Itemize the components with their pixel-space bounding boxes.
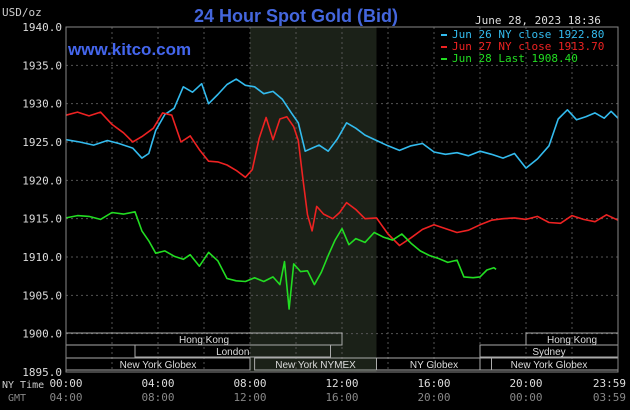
session-label: New York NYMEX [275,360,356,371]
y-tick-label: 1935.0 [22,59,62,72]
session-bar [134,344,331,358]
website-label: www.kitco.com [67,40,191,59]
series-lines [65,78,619,310]
y-tick-label: 1900.0 [22,328,62,341]
session-label: New York Globex [120,360,197,371]
x-tick-label-ny: 00:00 [49,377,82,390]
plot-frame [65,26,619,373]
y-tick-label: 1930.0 [22,98,62,111]
series-line [65,111,619,247]
datestamp: June 28, 2023 18:36 [475,14,601,27]
x-label-ny: NY Time [2,380,44,391]
series-line [65,78,619,169]
x-tick-label-gmt: 00:00 [509,391,542,404]
series-line [65,211,497,310]
ny-session-shade [250,27,377,372]
x-tick-labels: 00:00 04:00 08:00 12:00 16:00 20:00 23:5904:00… [49,377,626,404]
legend-entry: Jun 27 NY close 1913.70 [452,40,604,53]
y-tick-label: 1925.0 [22,136,62,149]
session-label: New York Globex [511,360,588,371]
x-tick-label-gmt: 16:00 [325,391,358,404]
session-label: Hong Kong [547,335,597,346]
legend-entry: Jun 26 NY close 1922.80 [452,28,604,41]
x-tick-label-ny: 23:59 [593,377,626,390]
x-tick-label-ny: 08:00 [233,377,266,390]
y-tick-label: 1895.0 [22,366,62,379]
session-label: NY Globex [410,360,458,371]
y-tick-label: 1905.0 [22,289,62,302]
legend-entry: Jun 28 Last 1908.40 [452,52,578,65]
y-tick-label: 1910.0 [22,251,62,264]
x-tick-label-ny: 12:00 [325,377,358,390]
y-tick-labels: 1895.0 1900.0 1905.0 1910.0 1915.0 1920.0 1925… [22,21,62,379]
x-tick-label-gmt: 08:00 [141,391,174,404]
x-tick-label-gmt: 20:00 [417,391,450,404]
x-tick-label-ny: 16:00 [417,377,450,390]
x-tick-label-gmt: 12:00 [233,391,266,404]
session-label: Hong Kong [179,335,229,346]
x-tick-label-ny: 04:00 [141,377,174,390]
session-bar [376,357,492,371]
session-label: Sydney [532,347,565,358]
y-tick-label: 1915.0 [22,213,62,226]
y-tick-label: 1940.0 [22,21,62,34]
session-label: London [216,347,249,358]
x-label-gmt: GMT [8,393,26,404]
x-tick-label-ny: 20:00 [509,377,542,390]
x-tick-label-gmt: 03:59 [593,391,626,404]
x-tick-label-gmt: 04:00 [49,391,82,404]
unit-label: USD/oz [2,6,42,19]
chart-title: 24 Hour Spot Gold (Bid) [194,6,398,26]
y-tick-label: 1920.0 [22,174,62,187]
